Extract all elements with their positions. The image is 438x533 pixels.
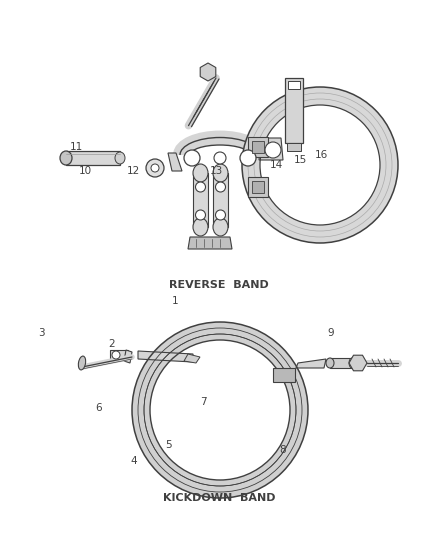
Text: 10: 10 (79, 166, 92, 175)
Ellipse shape (193, 218, 208, 236)
Text: 16: 16 (315, 150, 328, 159)
Ellipse shape (78, 356, 86, 370)
Ellipse shape (115, 152, 125, 164)
Circle shape (215, 182, 226, 192)
Text: 4: 4 (130, 456, 137, 466)
Polygon shape (110, 350, 128, 360)
Circle shape (146, 159, 164, 177)
Polygon shape (184, 354, 200, 363)
Text: 1: 1 (172, 296, 179, 306)
Polygon shape (168, 153, 182, 171)
Ellipse shape (326, 358, 334, 368)
Polygon shape (132, 322, 308, 498)
Text: 13: 13 (210, 166, 223, 175)
Ellipse shape (349, 358, 355, 368)
Text: 9: 9 (327, 328, 334, 338)
Polygon shape (259, 138, 283, 160)
Text: 8: 8 (279, 446, 286, 455)
Ellipse shape (60, 151, 72, 165)
Polygon shape (66, 151, 120, 165)
Polygon shape (330, 358, 352, 368)
Text: 5: 5 (165, 440, 172, 450)
Circle shape (240, 150, 256, 166)
Polygon shape (287, 143, 301, 151)
Circle shape (214, 152, 226, 164)
Circle shape (195, 210, 205, 220)
Circle shape (151, 164, 159, 172)
Polygon shape (296, 359, 326, 368)
Polygon shape (200, 63, 216, 81)
Text: 12: 12 (127, 166, 140, 175)
Text: 14: 14 (269, 160, 283, 170)
Bar (252, 141, 264, 153)
Polygon shape (124, 350, 132, 363)
Bar (252, 181, 264, 193)
Text: 6: 6 (95, 403, 102, 413)
Polygon shape (248, 177, 268, 197)
Polygon shape (193, 173, 208, 227)
Ellipse shape (213, 164, 228, 182)
Text: 3: 3 (38, 328, 45, 338)
Polygon shape (349, 355, 367, 371)
Text: REVERSE  BAND: REVERSE BAND (169, 280, 269, 290)
Circle shape (112, 351, 120, 359)
Text: 7: 7 (200, 398, 207, 407)
Polygon shape (248, 137, 268, 157)
Polygon shape (213, 173, 228, 227)
Polygon shape (138, 351, 193, 362)
Bar (285, 78, 303, 143)
Text: 15: 15 (293, 155, 307, 165)
Text: 11: 11 (70, 142, 83, 151)
Circle shape (265, 142, 281, 158)
Ellipse shape (213, 218, 228, 236)
Text: KICKDOWN  BAND: KICKDOWN BAND (163, 493, 275, 503)
Polygon shape (272, 368, 295, 382)
Ellipse shape (193, 164, 208, 182)
Polygon shape (242, 87, 398, 243)
Bar (288, 81, 300, 89)
Polygon shape (215, 170, 225, 185)
Circle shape (184, 150, 200, 166)
Circle shape (195, 182, 205, 192)
Circle shape (215, 210, 226, 220)
Polygon shape (188, 237, 232, 249)
Text: 2: 2 (108, 339, 115, 349)
